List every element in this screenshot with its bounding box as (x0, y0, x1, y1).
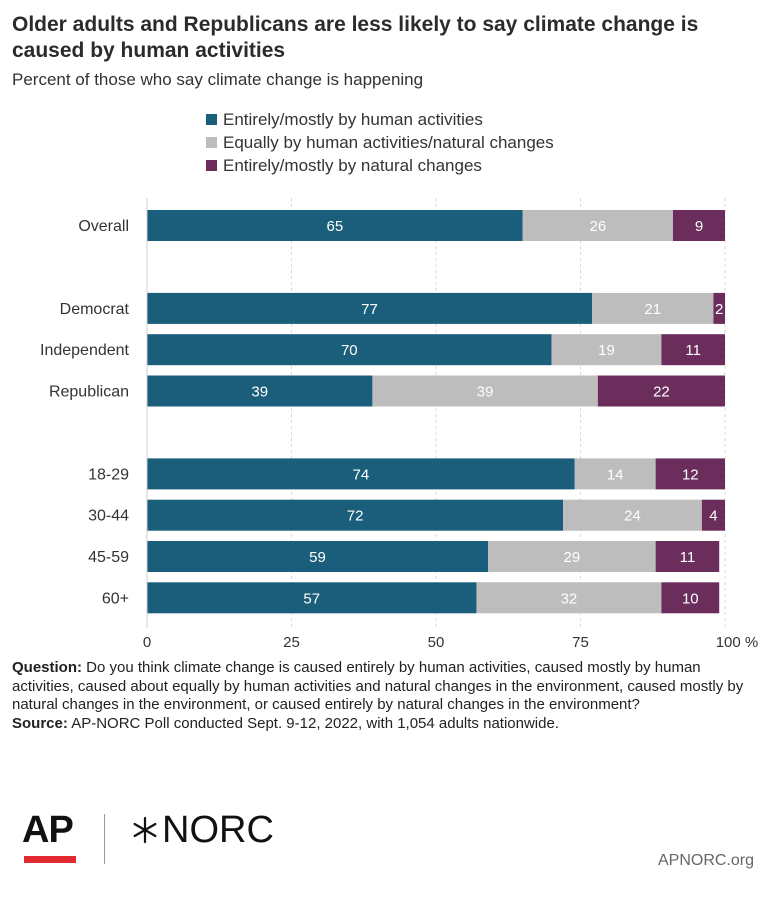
x-tick-label: 75 (572, 634, 589, 651)
data-label: 59 (309, 549, 326, 566)
data-label: 9 (695, 218, 703, 235)
bar-segment (592, 292, 714, 324)
bar-segment (372, 375, 598, 407)
category-label: 18-29 (88, 466, 129, 483)
bar-segment (147, 458, 575, 490)
data-label: 65 (327, 218, 344, 235)
legend-item-equal: Equally by human activities/natural chan… (206, 131, 554, 154)
chart-title: Older adults and Republicans are less li… (12, 13, 699, 62)
site-url: APNORC.org (657, 852, 754, 869)
norc-star-icon (133, 816, 157, 844)
data-label: 77 (361, 301, 378, 318)
bar-segment (147, 334, 552, 366)
bar-segment (661, 334, 725, 366)
data-label: 26 (589, 218, 606, 235)
data-label: 24 (624, 508, 641, 525)
norc-logo: NORC (130, 809, 274, 851)
question-text: Do you think climate change is caused en… (12, 659, 744, 713)
bar-segment (147, 210, 523, 241)
bar-segment (701, 499, 725, 531)
bar-segment (661, 582, 720, 614)
data-label: 29 (563, 549, 580, 566)
ap-logo: AP (22, 809, 74, 851)
logos: AP NORC (22, 809, 322, 864)
bar-segment (147, 375, 373, 407)
data-label: 39 (251, 384, 268, 401)
legend-swatch-equal (206, 137, 217, 148)
category-label: 30-44 (88, 508, 129, 525)
data-label: 74 (353, 466, 370, 483)
bar-segment (147, 292, 593, 324)
legend-item-human: Entirely/mostly by human activities (206, 108, 554, 131)
bar-segment (574, 458, 656, 490)
bar-segment (522, 210, 673, 241)
data-label: 19 (598, 342, 615, 359)
logo-divider (104, 814, 105, 864)
bar-segment (147, 541, 489, 572)
category-label: 60+ (102, 590, 129, 607)
question-label: Question: (12, 659, 82, 676)
bar-segment (655, 541, 720, 572)
ap-logo-bar (24, 856, 76, 863)
data-label: 11 (685, 342, 701, 359)
source-text: AP-NORC Poll conducted Sept. 9-12, 2022,… (71, 714, 559, 732)
data-label: 4 (709, 508, 717, 525)
data-label: 70 (341, 342, 358, 359)
x-tick-label: 25 (283, 634, 300, 651)
category-label: Overall (78, 218, 129, 235)
bar-segment (488, 541, 656, 572)
legend-item-natural: Entirely/mostly by natural changes (206, 154, 554, 177)
data-label: 11 (680, 549, 696, 566)
bar-segment (476, 582, 662, 614)
data-label: 10 (682, 590, 699, 607)
x-tick-label: 0 (143, 634, 151, 651)
data-label: 2 (715, 301, 723, 318)
bar-segment (551, 334, 662, 366)
chart-subtitle: Percent of those who say climate change … (12, 70, 424, 89)
data-label: 39 (477, 384, 494, 401)
legend: Entirely/mostly by human activities Equa… (206, 108, 554, 177)
data-label: 12 (682, 466, 699, 483)
source-label: Source: (12, 714, 68, 732)
bar-segment (147, 582, 477, 614)
category-label: Independent (40, 342, 130, 359)
data-label: 32 (561, 590, 578, 607)
data-label: 14 (607, 466, 624, 483)
legend-swatch-human (206, 114, 217, 125)
legend-swatch-natural (206, 160, 217, 171)
bar-segment (655, 458, 725, 490)
norc-logo-text: NORC (162, 809, 274, 851)
legend-label-equal: Equally by human activities/natural chan… (223, 132, 554, 152)
legend-label-human: Entirely/mostly by human activities (223, 109, 483, 129)
bar-segment (713, 292, 725, 324)
category-label: Democrat (60, 301, 130, 318)
footnote: Question: Do you think climate change is… (12, 659, 757, 733)
category-label: 45-59 (88, 549, 129, 566)
data-label: 21 (644, 301, 661, 318)
data-label: 72 (347, 508, 364, 525)
bar-segment (672, 210, 725, 241)
bar-segment (563, 499, 702, 531)
x-tick-label: 100 % (716, 634, 759, 651)
bar-segment (147, 499, 564, 531)
x-tick-label: 50 (428, 634, 445, 651)
category-label: Republican (49, 384, 129, 401)
bar-segment (597, 375, 725, 407)
legend-label-natural: Entirely/mostly by natural changes (223, 155, 482, 175)
data-label: 57 (303, 590, 320, 607)
data-label: 22 (653, 384, 670, 401)
